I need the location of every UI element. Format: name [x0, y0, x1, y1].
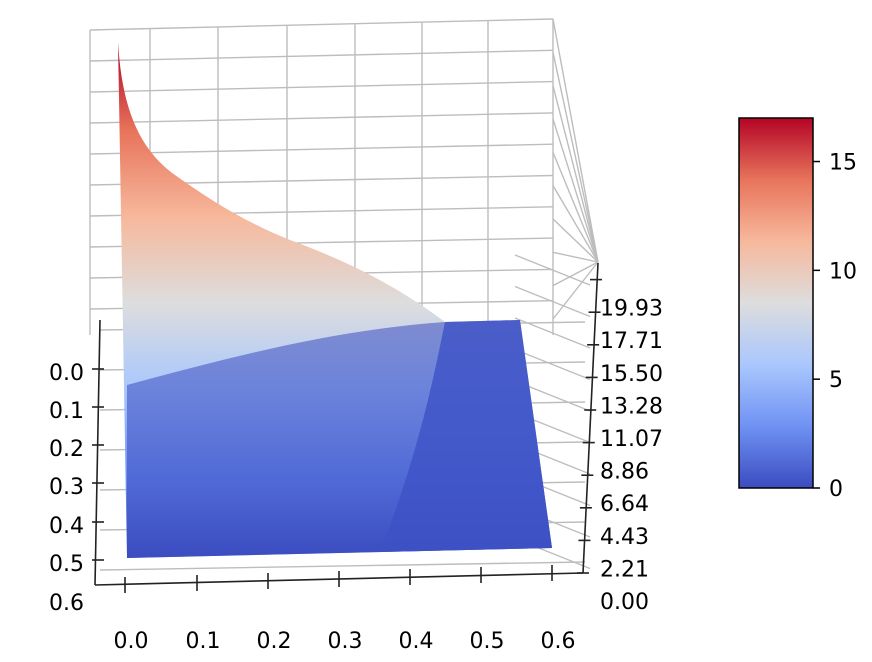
surface-flat-region [380, 320, 552, 552]
side-pane-gridline [552, 261, 599, 320]
z-tick-label: 8.86 [600, 460, 649, 485]
side-pane-gridline [552, 251, 599, 263]
z-tick-label: 19.93 [600, 297, 663, 322]
x-tick-label: 0.6 [541, 629, 576, 654]
x-tick-label: 0.2 [257, 629, 292, 654]
side-pane-gridline [552, 218, 599, 263]
surface-layer [118, 42, 552, 558]
side-pane-gridline [552, 152, 599, 263]
y-tick-label: 0.2 [49, 437, 84, 462]
colorbar-tick-label: 5 [829, 368, 843, 393]
z-tick-label: 4.43 [600, 525, 649, 550]
y-tick-label: 0.0 [49, 361, 84, 386]
z-tick-label: 13.28 [600, 394, 663, 419]
y-tick-label: 0.4 [49, 514, 84, 539]
back-pane-gridline [89, 143, 554, 155]
z-tick-label: 0.00 [600, 590, 649, 615]
z-axis-line [582, 262, 599, 574]
x-tick-label: 0.5 [470, 629, 505, 654]
back-pane-gridline [89, 112, 554, 124]
colorbar-tick-label: 15 [829, 151, 857, 176]
colorbar-tick-label: 0 [829, 477, 843, 502]
y-tick-label: 0.5 [49, 552, 84, 577]
y-tick-label: 0.3 [49, 475, 84, 500]
floor-gridline [99, 561, 586, 571]
colorbar-tick-label: 10 [829, 259, 857, 284]
colorbar-bar [738, 117, 814, 489]
z-tick-label: 15.50 [600, 362, 663, 387]
y-tick-label: 0.1 [49, 399, 84, 424]
z-tick-label: 17.71 [600, 329, 663, 354]
x-tick-label: 0.1 [186, 629, 221, 654]
tick-labels-layer: 0.0 0.1 0.2 0.3 0.4 0.5 0.6 0.0 0.1 0.2 0.3 0.4 0.5 0… [49, 297, 663, 654]
axes-layer [92, 262, 602, 593]
side-pane-gridline [552, 18, 599, 263]
z-tick-label: 2.21 [600, 557, 649, 582]
back-pane-gridline [89, 18, 554, 31]
back-pane-gridline [89, 49, 554, 62]
back-pane-gridline [89, 80, 554, 93]
x-tick-label: 0.0 [114, 629, 149, 654]
y-tick-label: 0.6 [49, 591, 84, 616]
side-pane-gridline [514, 254, 591, 286]
x-tick-label: 0.3 [328, 629, 363, 654]
side-pane-gridline [552, 118, 599, 263]
z-tick-label: 11.07 [600, 427, 663, 452]
z-tick-label: 6.64 [600, 492, 649, 517]
y-axis-line [94, 319, 101, 586]
side-pane-gridline [552, 52, 599, 263]
colorbar: 0 5 10 15 [738, 117, 857, 502]
x-tick-label: 0.4 [399, 629, 434, 654]
side-pane-gridline [552, 261, 599, 287]
side-pane-gridline [552, 85, 599, 263]
side-pane-gridline [514, 348, 591, 381]
side-pane-gridline [552, 185, 599, 263]
side-pane-gridline [514, 285, 591, 318]
